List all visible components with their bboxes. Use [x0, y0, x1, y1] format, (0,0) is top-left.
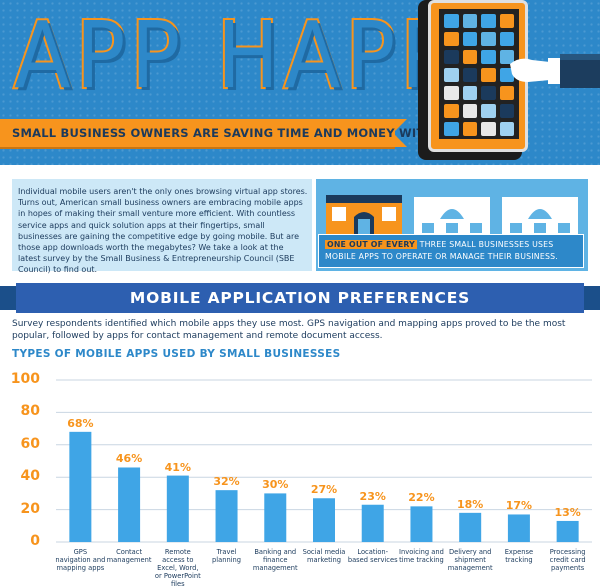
app-tile-icon [462, 104, 477, 118]
fact-text: THREE SMALL BUSINESSES USES MOBILE APPS … [325, 240, 558, 261]
intro-paragraph: Individual mobile users aren't the only … [18, 187, 308, 275]
app-tile-icon [462, 32, 477, 46]
bar [410, 506, 433, 542]
bar-value-label: 18% [457, 497, 484, 511]
banner: MOBILE APPLICATION PREFERENCES [16, 283, 584, 313]
bar-value-label: 17% [505, 499, 533, 513]
y-tick-label: 100 [10, 371, 40, 387]
bar-value-label: 22% [408, 491, 435, 505]
house-icon [502, 197, 578, 239]
header: APP HAPPY SMALL BUSINESS OWNERS ARE SAVI… [0, 0, 600, 165]
category-label: Remote access to Excel, Word, or PowerPo… [154, 548, 201, 588]
app-tile-icon [444, 104, 459, 118]
app-tile-icon [444, 86, 459, 100]
y-tick-label: 60 [20, 435, 40, 452]
bar [507, 514, 530, 542]
category-label: GPS navigation and mapping apps [55, 548, 106, 572]
bar-value-label: 46% [115, 452, 143, 466]
app-tile-icon [462, 50, 477, 64]
app-tile-icon [481, 32, 496, 46]
app-tile-icon [444, 68, 459, 82]
subtitle: SMALL BUSINESS OWNERS ARE SAVING TIME AN… [12, 126, 474, 140]
category-label: Contact management [106, 548, 152, 564]
banner-tail-right [580, 286, 600, 310]
app-tile-icon [462, 122, 477, 136]
app-tile-icon [499, 14, 514, 28]
category-label: Location-based services [347, 548, 398, 564]
fact-callout: ONE OUT OF EVERY THREE SMALL BUSINESSES … [318, 234, 584, 268]
bar [166, 475, 189, 542]
app-tile-icon [462, 86, 477, 100]
app-tile-icon [462, 14, 477, 28]
app-tile-icon [481, 104, 496, 118]
category-label: Processing credit card payments [549, 548, 586, 572]
app-tile-icon [444, 50, 459, 64]
category-label: Delivery and shipment management [447, 548, 493, 572]
bar-value-label: 27% [310, 483, 338, 497]
subtitle-ribbon: SMALL BUSINESS OWNERS ARE SAVING TIME AN… [0, 119, 473, 149]
section-description: Survey respondents identified which mobi… [12, 319, 566, 341]
category-label: Expense tracking [504, 548, 534, 564]
section-title: MOBILE APPLICATION PREFERENCES [129, 289, 471, 307]
app-tile-icon [499, 32, 514, 46]
bar [313, 498, 335, 542]
intro-section: Individual mobile users aren't the only … [0, 165, 600, 280]
bar-value-label: 41% [164, 460, 191, 474]
bar [118, 467, 141, 542]
bar-chart: 100 80 60 40 20 0 68% GPS navigation and mappin… [0, 362, 600, 588]
app-tile-icon [499, 68, 514, 82]
bar-value-label: 13% [554, 505, 581, 519]
app-tile-icon [499, 86, 514, 100]
banner-tail-left [0, 286, 20, 310]
app-tile-icon [499, 122, 514, 136]
tablet-icon [428, 0, 528, 152]
house-icon [414, 197, 490, 239]
bar [556, 520, 579, 542]
category-label: Banking and finance management [252, 548, 298, 572]
bar [69, 431, 92, 542]
app-tile-icon [444, 14, 459, 28]
app-tile-icon [444, 32, 459, 46]
category-label: Social media marketing [302, 548, 346, 564]
app-tile-icon [499, 50, 514, 64]
app-tile-icon [481, 86, 496, 100]
fact-highlight: ONE OUT OF EVERY [325, 240, 417, 249]
category-label: Travel planning [212, 548, 242, 564]
bar [264, 493, 287, 542]
app-tile-icon [481, 14, 496, 28]
tablet-screen [439, 9, 519, 139]
app-tile-icon [499, 104, 514, 118]
hand-icon [510, 54, 600, 88]
intro-box [12, 179, 312, 271]
ribbon-band [0, 119, 395, 147]
app-tile-icon [444, 122, 459, 136]
bar [361, 504, 384, 542]
ribbon-tail [393, 119, 407, 147]
y-tick-label: 20 [20, 500, 40, 517]
category-label: Invoicing and time tracking [399, 548, 444, 564]
bar-value-label: 32% [213, 475, 240, 489]
app-tile-icon [462, 68, 477, 82]
app-tile-icon [481, 50, 496, 64]
chart-canvas [56, 379, 592, 543]
bar [215, 490, 238, 542]
y-tick-label: 0 [30, 533, 40, 549]
y-tick-label: 80 [20, 403, 40, 420]
app-tile-icon [481, 122, 496, 136]
bar [459, 512, 482, 542]
section-banner: MOBILE APPLICATION PREFERENCES [0, 283, 600, 313]
bar-value-label: 23% [359, 489, 386, 503]
app-tile-icon [481, 68, 496, 82]
bar-value-label: 30% [262, 478, 289, 492]
chart-title: TYPES OF MOBILE APPS USED BY SMALL BUSIN… [12, 348, 341, 360]
y-tick-label: 40 [20, 468, 40, 485]
bar-value-label: 68% [67, 416, 94, 430]
storefront-icon [326, 195, 402, 239]
